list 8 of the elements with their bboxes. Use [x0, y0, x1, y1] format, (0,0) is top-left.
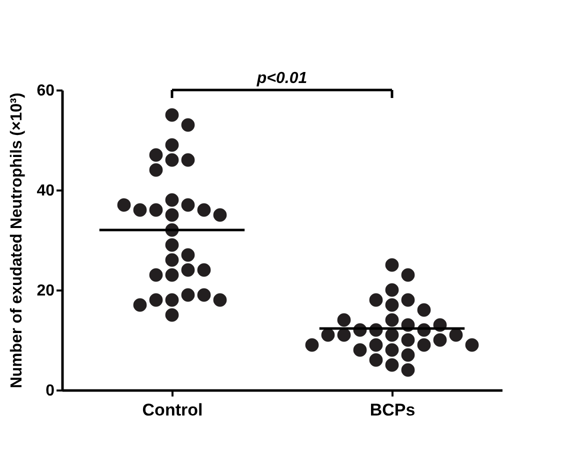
text: p<0.01 [256, 70, 308, 87]
y-tick-label: 40 [36, 182, 55, 200]
y-tick-label: 20 [36, 282, 55, 300]
x-tick-label: BCPs [370, 400, 416, 420]
x-tick-label: Control [142, 400, 203, 420]
y-axis-title: Number of exudated Neutrophils (×10³) [8, 92, 26, 388]
y-tick-label: 0 [46, 382, 55, 400]
y-tick-label: 60 [36, 82, 55, 100]
